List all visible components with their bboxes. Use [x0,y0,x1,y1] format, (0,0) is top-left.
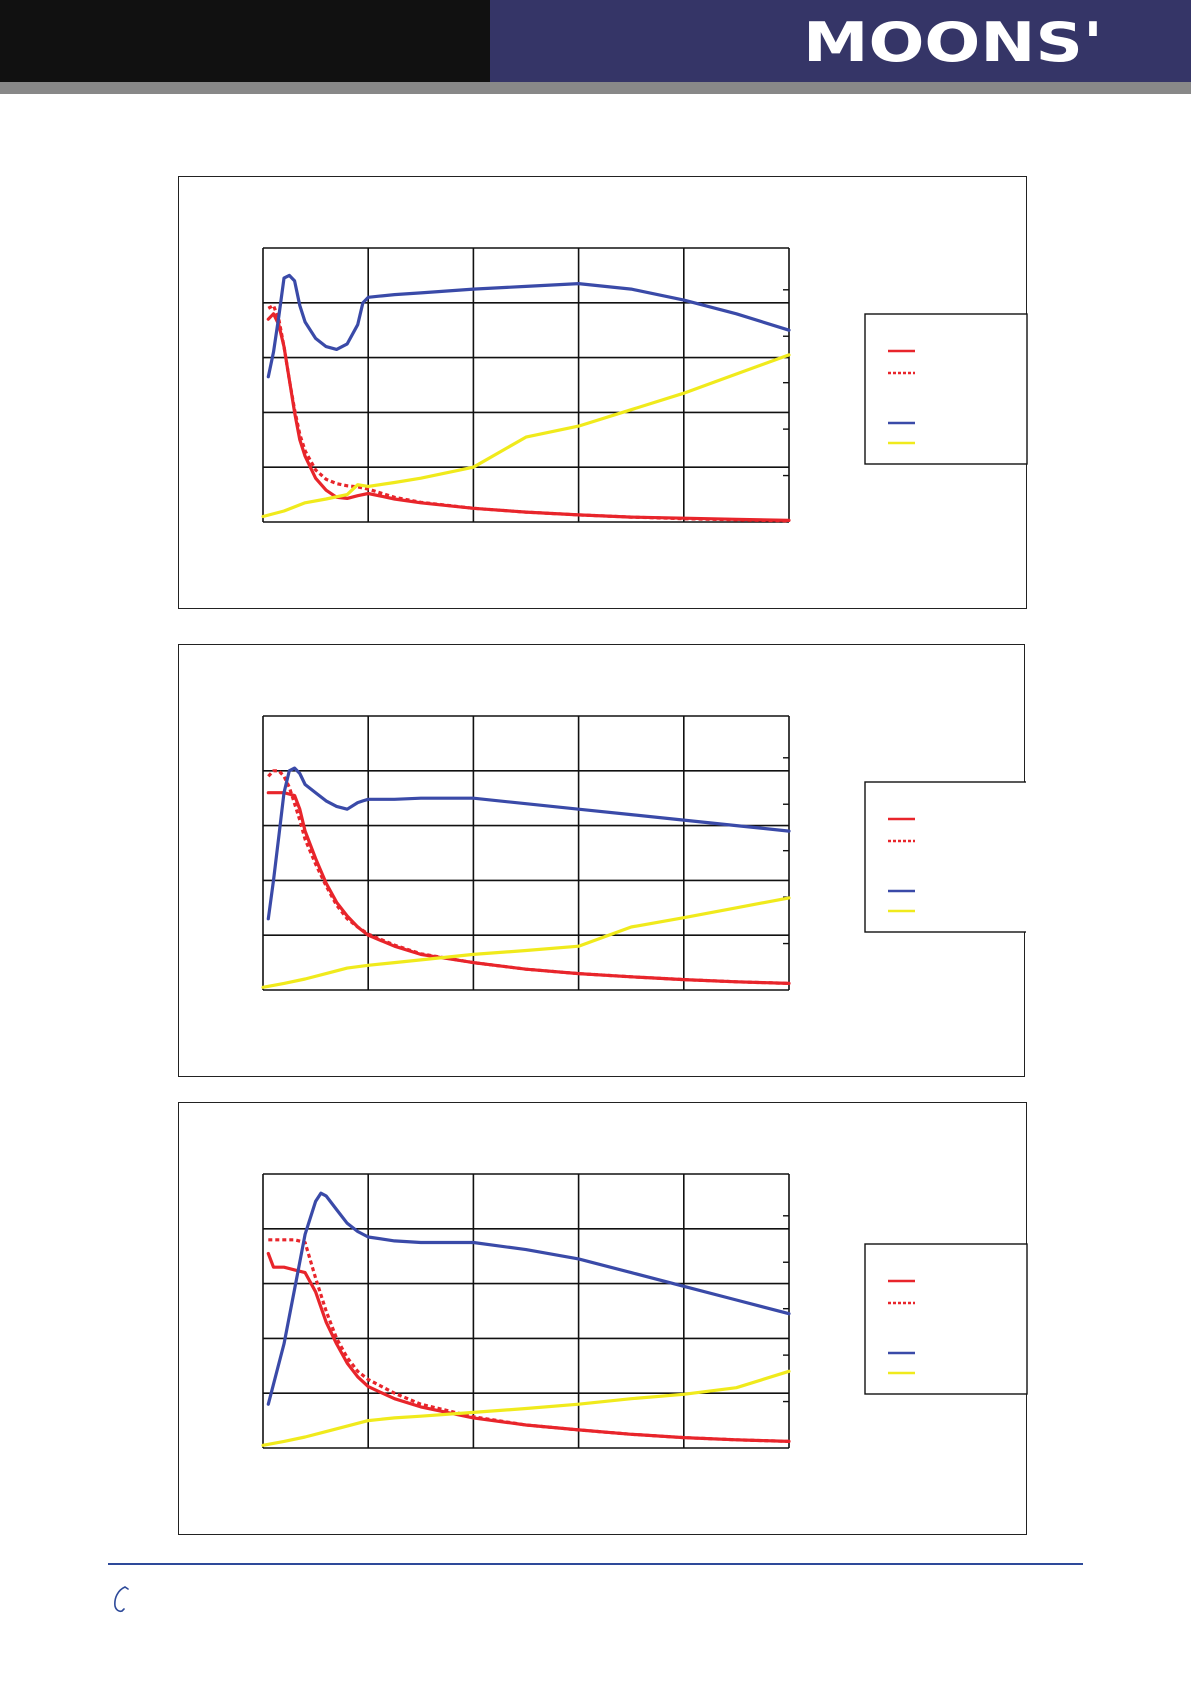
series-line [266,1251,791,1443]
legend-box [864,781,1026,933]
header-rule [0,82,1191,94]
header-dark-band [0,0,490,82]
brand-logo: MOONS' [803,11,1103,72]
series-line [261,896,791,989]
legend [864,781,1026,933]
legend-box [864,1243,1028,1395]
series-line [261,353,791,519]
phone-icon [114,1586,129,1613]
footer-rule [108,1563,1083,1565]
header-brand-band [490,0,1191,82]
series-line [266,766,791,921]
brand-logo-text: MOONS' [803,11,1103,72]
chart-3 [261,1173,1028,1449]
plot-area [261,1173,791,1449]
legend [864,1243,1028,1395]
chart-panel-1 [178,176,1028,609]
plot-area [261,247,791,523]
series-line [266,1191,791,1406]
series-line [266,791,791,985]
series-line [266,273,791,379]
legend [864,313,1028,465]
legend-box [864,313,1028,465]
chart-panel-2 [178,644,1026,1077]
series-line [268,1238,790,1443]
series-line [261,1369,791,1447]
chart-2 [261,715,1026,991]
chart-1 [261,247,1028,523]
chart-panel-3 [178,1102,1028,1535]
plot-area [261,715,791,991]
series-line [267,303,790,523]
